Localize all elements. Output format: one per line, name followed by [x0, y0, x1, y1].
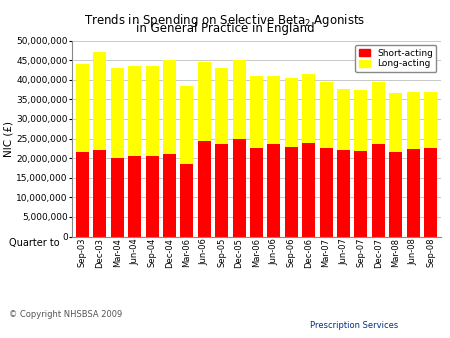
Bar	[93, 52, 106, 150]
Bar	[407, 92, 420, 149]
Bar	[302, 143, 315, 237]
Text: in General Practice in England: in General Practice in England	[136, 22, 314, 35]
Bar	[180, 86, 194, 164]
Bar	[111, 68, 124, 158]
Bar	[163, 154, 176, 237]
Bar	[337, 149, 350, 237]
Bar	[389, 94, 402, 152]
Text: © Copyright NHSBSA 2009: © Copyright NHSBSA 2009	[9, 310, 122, 319]
Text: NHS: NHS	[309, 312, 339, 325]
Bar	[285, 78, 298, 147]
Text: Prescription Services: Prescription Services	[310, 320, 399, 330]
Bar	[233, 60, 246, 139]
Bar	[76, 64, 89, 152]
Bar	[355, 90, 368, 151]
Y-axis label: NIC (£): NIC (£)	[4, 121, 13, 156]
Bar	[372, 144, 385, 237]
Bar	[267, 76, 280, 144]
Bar	[215, 144, 228, 237]
Bar	[372, 82, 385, 144]
Bar	[320, 148, 333, 237]
Bar	[111, 158, 124, 237]
Bar	[302, 74, 315, 143]
Bar	[198, 62, 211, 141]
Bar	[215, 68, 228, 144]
Bar	[320, 82, 333, 148]
Bar	[145, 156, 158, 237]
Text: Trends in Spending on Selective Beta$_2$ Agonists: Trends in Spending on Selective Beta$_2$…	[84, 12, 366, 29]
Bar	[424, 148, 437, 237]
Bar	[233, 139, 246, 237]
Bar	[355, 151, 368, 237]
Bar	[337, 89, 350, 149]
Text: Quarter to: Quarter to	[9, 238, 59, 248]
Bar	[285, 147, 298, 237]
Bar	[424, 92, 437, 148]
Bar	[76, 152, 89, 237]
Bar	[198, 141, 211, 237]
Bar	[250, 148, 263, 237]
Bar	[267, 144, 280, 237]
Legend: Short-acting, Long-acting: Short-acting, Long-acting	[356, 45, 436, 72]
Bar	[163, 60, 176, 154]
Bar	[93, 150, 106, 237]
Bar	[250, 76, 263, 148]
Bar	[128, 66, 141, 156]
Bar	[145, 66, 158, 156]
Bar	[128, 156, 141, 237]
Bar	[407, 149, 420, 237]
Bar	[389, 152, 402, 237]
Bar	[180, 164, 194, 237]
